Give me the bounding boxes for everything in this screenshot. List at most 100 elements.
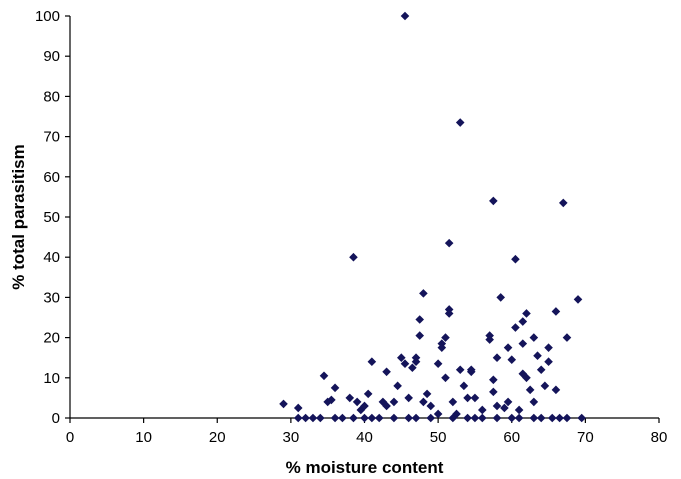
- data-point: [463, 393, 472, 403]
- data-point: [293, 403, 303, 413]
- data-point: [466, 365, 476, 375]
- data-point: [470, 393, 480, 403]
- data-point: [558, 198, 568, 208]
- data-point: [367, 413, 377, 423]
- data-point: [518, 339, 528, 348]
- data-point: [503, 343, 513, 352]
- data-point: [448, 397, 458, 407]
- data-point: [316, 413, 325, 423]
- data-point: [419, 289, 428, 298]
- data-point: [352, 397, 362, 407]
- data-point: [301, 413, 310, 423]
- data-point: [536, 365, 546, 375]
- data-point: [503, 397, 513, 407]
- y-tick-label: 90: [43, 48, 60, 65]
- data-point: [529, 333, 539, 342]
- data-point: [544, 343, 553, 352]
- data-point: [422, 389, 432, 399]
- x-tick-label: 50: [430, 429, 447, 446]
- data-point: [562, 333, 572, 342]
- data-point: [338, 413, 347, 423]
- y-tick-label: 70: [43, 129, 60, 146]
- data-point: [544, 357, 553, 367]
- data-point: [374, 413, 384, 423]
- data-point: [514, 405, 524, 415]
- data-point: [382, 401, 391, 411]
- data-point: [308, 413, 318, 423]
- data-point: [500, 403, 509, 413]
- data-point: [404, 393, 413, 403]
- data-point: [522, 309, 531, 318]
- data-point: [478, 405, 487, 415]
- axes: [69, 16, 659, 419]
- data-point: [319, 371, 329, 381]
- data-points: [279, 11, 586, 423]
- data-point: [551, 385, 561, 395]
- data-point: [511, 323, 520, 332]
- data-point: [433, 359, 443, 369]
- x-tick-label: 30: [283, 429, 300, 446]
- data-point: [444, 238, 454, 248]
- data-point: [463, 413, 472, 423]
- y-tick-label: 100: [35, 8, 60, 25]
- data-point: [551, 307, 561, 316]
- data-point: [441, 333, 450, 342]
- data-point: [459, 381, 469, 391]
- data-point: [393, 381, 402, 391]
- y-tick-label: 0: [52, 410, 60, 427]
- data-point: [489, 375, 498, 385]
- data-point: [437, 343, 447, 352]
- x-tick-label: 10: [135, 429, 152, 446]
- y-axis-title: % total parasitism: [9, 144, 28, 290]
- data-point: [330, 413, 340, 423]
- data-point: [485, 331, 494, 340]
- y-tick-label: 20: [43, 330, 60, 347]
- data-point: [489, 196, 498, 206]
- data-point: [518, 317, 528, 326]
- data-point: [577, 413, 586, 423]
- data-point: [415, 315, 425, 324]
- data-point: [492, 413, 502, 423]
- data-point: [330, 383, 340, 393]
- data-point: [360, 413, 369, 423]
- data-point: [382, 367, 391, 377]
- data-point: [478, 413, 487, 423]
- x-axis-ticks: 0 10 20 30 40 50 60 70 80: [66, 418, 667, 446]
- data-point: [367, 357, 377, 367]
- data-point: [489, 387, 498, 397]
- y-tick-label: 10: [43, 370, 60, 387]
- data-point: [411, 357, 421, 367]
- data-point: [293, 413, 303, 423]
- data-point: [536, 413, 546, 423]
- data-point: [279, 399, 288, 409]
- data-point: [411, 413, 421, 423]
- x-axis-title: % moisture content: [286, 458, 444, 477]
- y-tick-label: 40: [43, 249, 60, 266]
- y-tick-label: 30: [43, 289, 60, 306]
- data-point: [349, 252, 358, 262]
- x-tick-label: 20: [209, 429, 226, 446]
- data-point: [573, 295, 583, 304]
- data-point: [400, 11, 410, 21]
- data-point: [492, 401, 502, 411]
- data-point: [492, 353, 502, 362]
- x-tick-label: 60: [503, 429, 520, 446]
- data-point: [363, 389, 373, 399]
- data-point: [514, 413, 524, 423]
- y-tick-label: 60: [43, 169, 60, 186]
- data-point: [345, 393, 355, 403]
- x-tick-label: 0: [66, 429, 74, 446]
- data-point: [327, 395, 336, 405]
- data-point: [415, 331, 425, 340]
- data-point: [419, 397, 428, 407]
- data-point: [433, 409, 443, 419]
- data-point: [522, 373, 531, 383]
- data-point: [547, 413, 557, 423]
- data-point: [389, 397, 399, 407]
- y-tick-label: 50: [43, 209, 60, 226]
- data-point: [404, 413, 413, 423]
- data-point: [349, 413, 358, 423]
- data-point: [525, 385, 535, 395]
- data-point: [511, 254, 520, 264]
